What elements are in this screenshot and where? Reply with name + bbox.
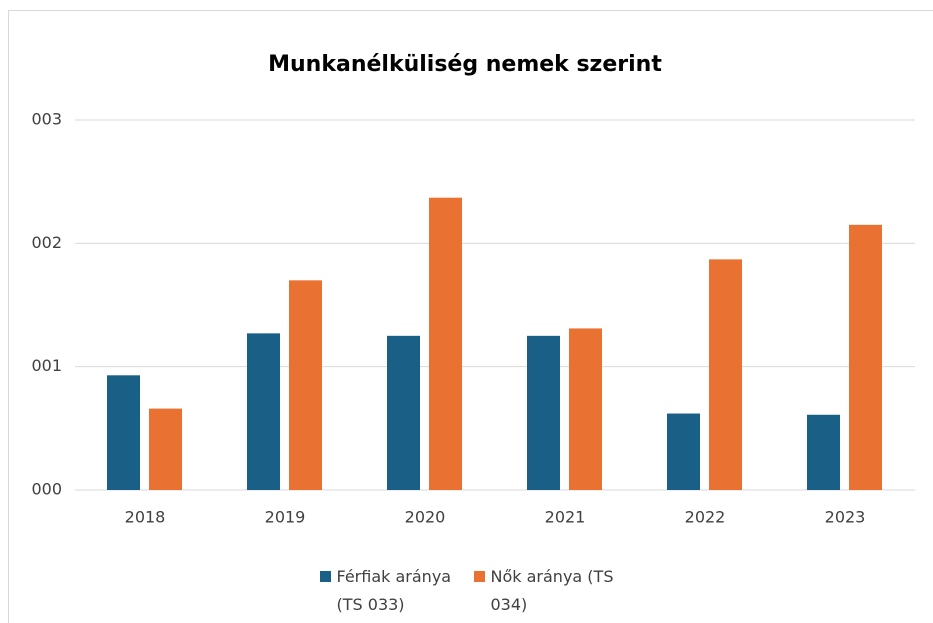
y-tick-label: 002 [31, 233, 62, 252]
y-tick-label: 001 [31, 356, 62, 375]
bar [289, 280, 322, 490]
bar [807, 414, 840, 490]
chart-title: Munkanélküliség nemek szerint [268, 52, 662, 77]
legend-item: Férfiak aránya (TS 033) [319, 563, 460, 619]
x-tick-label: 2018 [125, 508, 166, 527]
bar [149, 408, 182, 490]
bar [849, 224, 882, 491]
bar [429, 197, 462, 490]
bar [107, 375, 140, 490]
bar [667, 413, 700, 490]
legend-label: Férfiak aránya (TS 033) [336, 567, 452, 614]
legend-item: Nők aránya (TS 034) [473, 563, 614, 619]
bar [709, 259, 742, 490]
y-tick-label: 003 [31, 110, 62, 129]
legend-swatch [473, 571, 485, 582]
x-tick-label: 2019 [265, 508, 306, 527]
x-tick-label: 2022 [685, 508, 726, 527]
bar [527, 335, 560, 490]
legend-swatch [319, 571, 331, 582]
chart-frame [8, 10, 933, 623]
bar [569, 328, 602, 490]
bar [387, 335, 420, 490]
x-tick-label: 2023 [825, 508, 866, 527]
x-tick-label: 2020 [405, 508, 446, 527]
legend: Férfiak aránya (TS 033) Nők aránya (TS 03… [0, 563, 933, 619]
legend-label: Nők aránya (TS 034) [490, 567, 614, 614]
x-tick-label: 2021 [545, 508, 586, 527]
y-tick-label: 000 [31, 480, 62, 499]
bar [247, 333, 280, 490]
